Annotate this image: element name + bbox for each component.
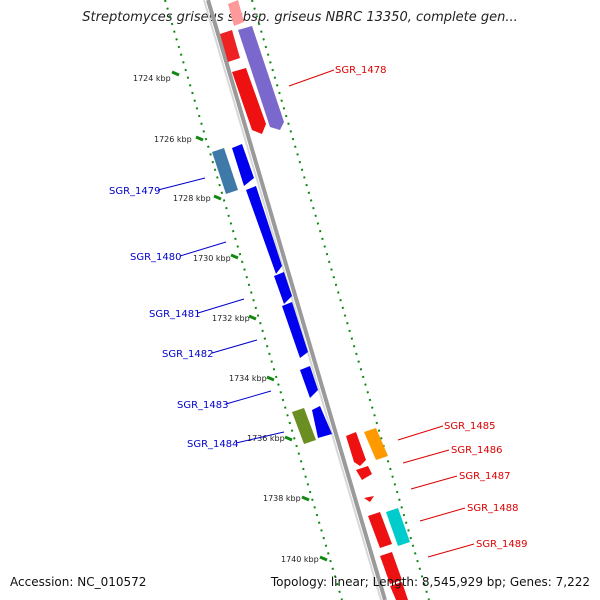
leader-lines-left — [157, 177, 285, 444]
gene-features[interactable] — [212, 0, 410, 600]
gene-box-olive[interactable] — [292, 408, 316, 444]
gene-arrow-red[interactable] — [368, 512, 392, 548]
gene-arrow-red[interactable] — [356, 466, 372, 480]
left-major-ticks — [171, 70, 328, 562]
kbp-label: 1732 kbp — [212, 314, 250, 323]
gene-arrow-blue[interactable] — [300, 366, 318, 398]
gene-label[interactable]: SGR_1488 — [467, 503, 519, 514]
gene-arrow-blue[interactable] — [232, 144, 254, 186]
gene-label[interactable]: SGR_1484 — [187, 439, 239, 450]
kbp-label: 1736 kbp — [247, 434, 285, 443]
gene-label[interactable]: SGR_1478 — [335, 65, 387, 76]
gene-arrow-pink[interactable] — [228, 0, 244, 26]
kbp-labels: 1724 kbp 1726 kbp 1728 kbp 1730 kbp 1732… — [133, 74, 319, 564]
gene-box-cyan[interactable] — [386, 508, 410, 546]
gene-labels-left[interactable]: SGR_1479 SGR_1480 SGR_1481 SGR_1482 SGR_… — [109, 186, 239, 450]
gene-arrow-purple[interactable] — [238, 26, 284, 130]
gene-arrow-blue[interactable] — [246, 186, 282, 274]
gene-box-steelblue[interactable] — [212, 148, 238, 194]
gene-label[interactable]: SGR_1479 — [109, 186, 161, 197]
backbone-line-top — [206, 0, 387, 600]
kbp-label: 1738 kbp — [263, 494, 301, 503]
gene-arrow-red[interactable] — [220, 30, 240, 62]
kbp-label: 1740 kbp — [281, 555, 319, 564]
kbp-label: 1728 kbp — [173, 194, 211, 203]
left-tick-rail — [164, 0, 343, 600]
gene-arrow-blue[interactable] — [274, 272, 292, 304]
gene-label[interactable]: SGR_1489 — [476, 539, 528, 550]
gene-label[interactable]: SGR_1485 — [444, 421, 496, 432]
gene-labels-right[interactable]: SGR_1478 SGR_1485 SGR_1486 SGR_1487 SGR_… — [335, 65, 528, 550]
kbp-label: 1734 kbp — [229, 374, 267, 383]
accession-text: Accession: NC_010572 — [10, 575, 147, 589]
gene-label[interactable]: SGR_1480 — [130, 252, 182, 263]
gene-arrow-red[interactable] — [390, 582, 408, 600]
gene-label[interactable]: SGR_1481 — [149, 309, 201, 320]
kbp-label: 1724 kbp — [133, 74, 171, 83]
gene-arrow-red[interactable] — [346, 432, 366, 466]
kbp-label: 1726 kbp — [154, 135, 192, 144]
topology-summary: Topology: linear; Length: 8,545,929 bp; … — [270, 575, 590, 589]
gene-arrow-blue[interactable] — [312, 406, 332, 438]
leader-lines-right — [288, 69, 475, 558]
gene-label[interactable]: SGR_1486 — [451, 445, 503, 456]
gene-arrow-blue[interactable] — [282, 302, 308, 358]
gene-arrow-red[interactable] — [232, 68, 266, 134]
gene-label[interactable]: SGR_1483 — [177, 400, 229, 411]
gene-box-orange[interactable] — [364, 428, 388, 460]
kbp-label: 1730 kbp — [193, 254, 231, 263]
gene-arrow-red[interactable] — [364, 496, 374, 502]
backbone-line-bottom — [203, 0, 382, 600]
gene-label[interactable]: SGR_1487 — [459, 471, 511, 482]
map-title: Streptomyces griseus subsp. griseus NBRC… — [82, 10, 518, 25]
gene-label[interactable]: SGR_1482 — [162, 349, 214, 360]
gene-arrow-red[interactable] — [380, 552, 402, 584]
right-tick-rail — [251, 0, 430, 600]
